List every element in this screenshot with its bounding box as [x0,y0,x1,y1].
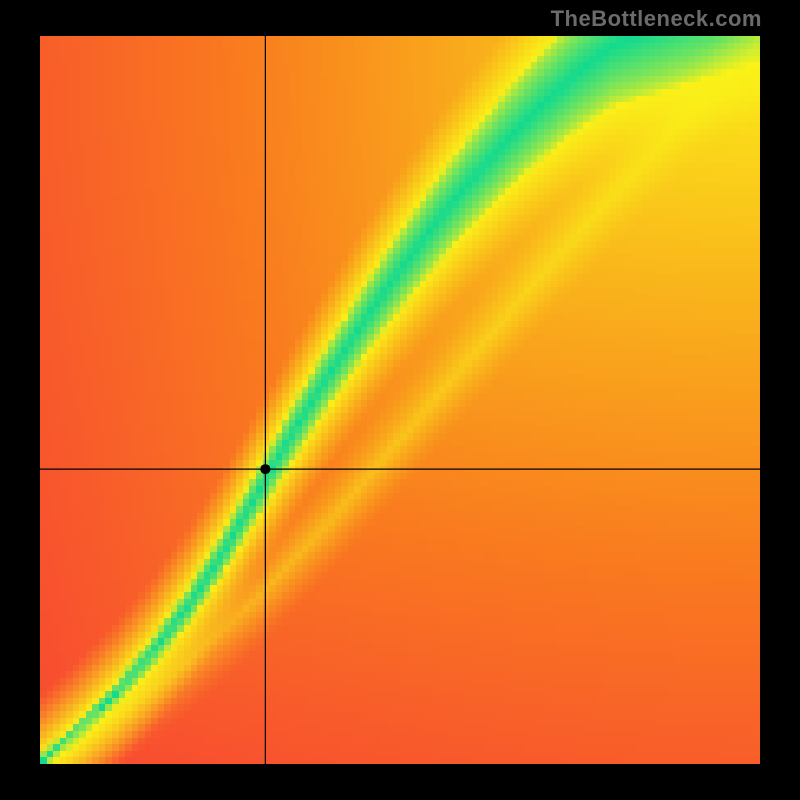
bottleneck-heatmap [0,0,800,800]
chart-frame: TheBottleneck.com [0,0,800,800]
watermark-text: TheBottleneck.com [551,6,762,32]
